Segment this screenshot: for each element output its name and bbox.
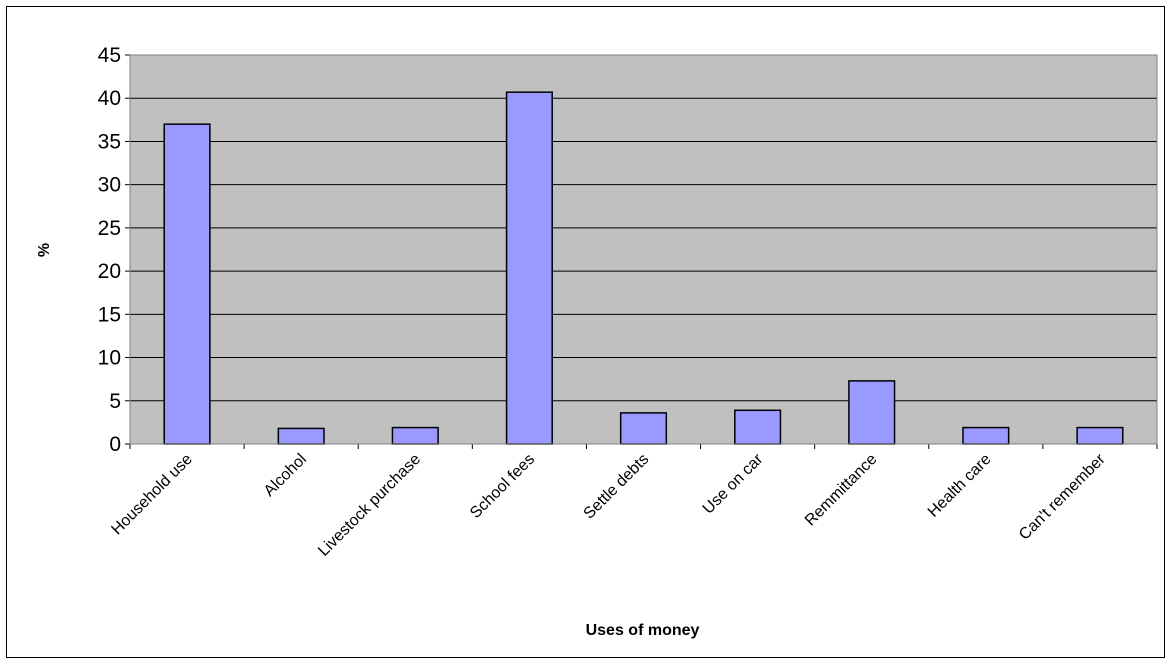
axes (125, 54, 1158, 449)
bar (962, 426, 1010, 445)
y-tick-label: 30 (98, 174, 121, 197)
x-category-label: Use on car (700, 450, 767, 517)
bar (277, 427, 325, 445)
y-tick-label: 40 (98, 87, 121, 110)
x-category-label: Remmittance (802, 451, 881, 530)
x-category-label: Household use (108, 451, 196, 539)
y-tick-label: 10 (98, 347, 121, 370)
bar (619, 412, 668, 445)
plot-area (130, 55, 1157, 444)
y-tick-label: 20 (98, 260, 121, 283)
y-tick-label: 15 (98, 303, 121, 326)
bar (734, 409, 782, 445)
bar (391, 426, 439, 445)
plot-border (129, 54, 1158, 445)
bars (163, 91, 1124, 445)
x-category-label: Settle debts (581, 451, 653, 523)
y-tick-label: 5 (109, 390, 121, 413)
bar (848, 380, 896, 445)
bar (1076, 426, 1124, 445)
y-axis-title: % (36, 243, 53, 257)
y-tick-label: 45 (98, 44, 121, 67)
x-category-label: Can't remember (1016, 450, 1109, 543)
bar (505, 91, 553, 445)
x-category-label: Alcohol (261, 451, 310, 500)
bar (163, 123, 211, 445)
y-tick-labels: 0 5 10 15 20 25 30 35 40 45 (98, 44, 121, 456)
y-tick-label: 0 (109, 433, 121, 456)
x-category-labels: Household use Alcohol Livestock purchase Sc… (108, 450, 1109, 559)
x-category-label: School fees (467, 451, 538, 522)
x-category-label: Livestock purchase (315, 451, 424, 560)
y-tick-label: 35 (98, 130, 121, 153)
y-tick-label: 25 (98, 217, 121, 240)
x-axis-title: Uses of money (586, 622, 700, 639)
x-category-label: Health care (925, 451, 995, 521)
